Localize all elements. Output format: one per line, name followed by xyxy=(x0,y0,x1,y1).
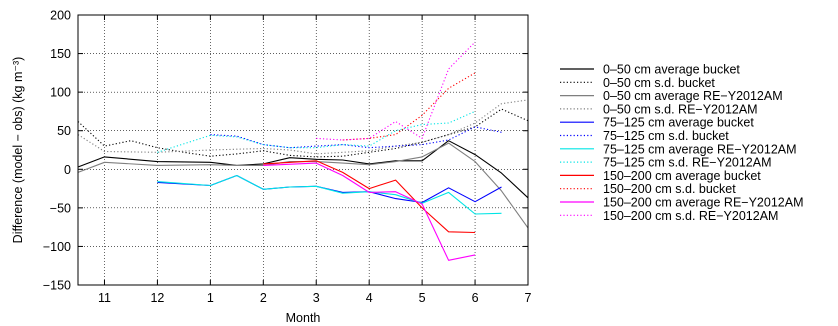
y-tick-label: −100 xyxy=(43,240,71,254)
legend-label: 75–125 cm average bucket xyxy=(603,116,754,130)
legend-label: 0–50 cm average bucket xyxy=(603,63,740,77)
legend-label: 75–125 cm s.d. bucket xyxy=(603,129,729,143)
x-tick-label: 1 xyxy=(207,291,214,305)
legend-label: 150–200 cm average bucket xyxy=(603,169,761,183)
legend-label: 75–125 cm s.d. RE−Y2012AM xyxy=(603,156,772,170)
x-tick-label: 6 xyxy=(472,291,479,305)
y-tick-label: −50 xyxy=(50,201,71,215)
x-axis-label: Month xyxy=(286,311,321,325)
x-tick-label: 2 xyxy=(260,291,267,305)
series-line-5 xyxy=(157,174,502,204)
series-layer xyxy=(77,41,529,261)
y-tick-label: 100 xyxy=(50,86,71,100)
legend-label: 75–125 cm average RE−Y2012AM xyxy=(603,142,797,156)
plot-frame xyxy=(77,14,529,286)
series-line-3 xyxy=(77,142,529,229)
series-line-9 xyxy=(263,160,476,234)
legend-label: 0–50 cm s.d. bucket xyxy=(603,76,715,90)
y-tick-label: 200 xyxy=(50,9,71,23)
series-line-10 xyxy=(342,72,476,141)
legend-label: 0–50 cm s.d. RE−Y2012AM xyxy=(603,102,758,116)
series-line-2 xyxy=(77,108,529,158)
legend-label: 150–200 cm s.d. bucket xyxy=(603,182,736,196)
legend-label: 150–200 cm average RE−Y2012AM xyxy=(603,196,803,210)
y-tick-label: 150 xyxy=(50,47,71,61)
y-tick-label: 50 xyxy=(57,124,71,138)
series-line-11 xyxy=(263,162,476,261)
y-tick-label: 0 xyxy=(64,163,71,177)
x-tick-label: 3 xyxy=(313,291,320,305)
series-line-1 xyxy=(77,140,529,199)
x-tick-label: 5 xyxy=(419,291,426,305)
x-tick-label: 7 xyxy=(525,291,532,305)
series-line-4 xyxy=(77,99,529,155)
grid-lines xyxy=(78,15,528,285)
x-tick-label: 4 xyxy=(366,291,373,305)
y-tick-label: −150 xyxy=(43,279,71,293)
series-line-7 xyxy=(157,174,502,215)
legend-label: 0–50 cm average RE−Y2012AM xyxy=(603,89,783,103)
y-axis-label: Difference (model − obs) (kg m⁻³) xyxy=(11,57,25,244)
series-line-12 xyxy=(316,41,476,141)
series-line-6 xyxy=(210,126,502,149)
x-tick-label: 12 xyxy=(150,291,164,305)
x-tick-label: 11 xyxy=(98,291,111,305)
legend-label: 150–200 cm s.d. RE−Y2012AM xyxy=(603,209,778,223)
